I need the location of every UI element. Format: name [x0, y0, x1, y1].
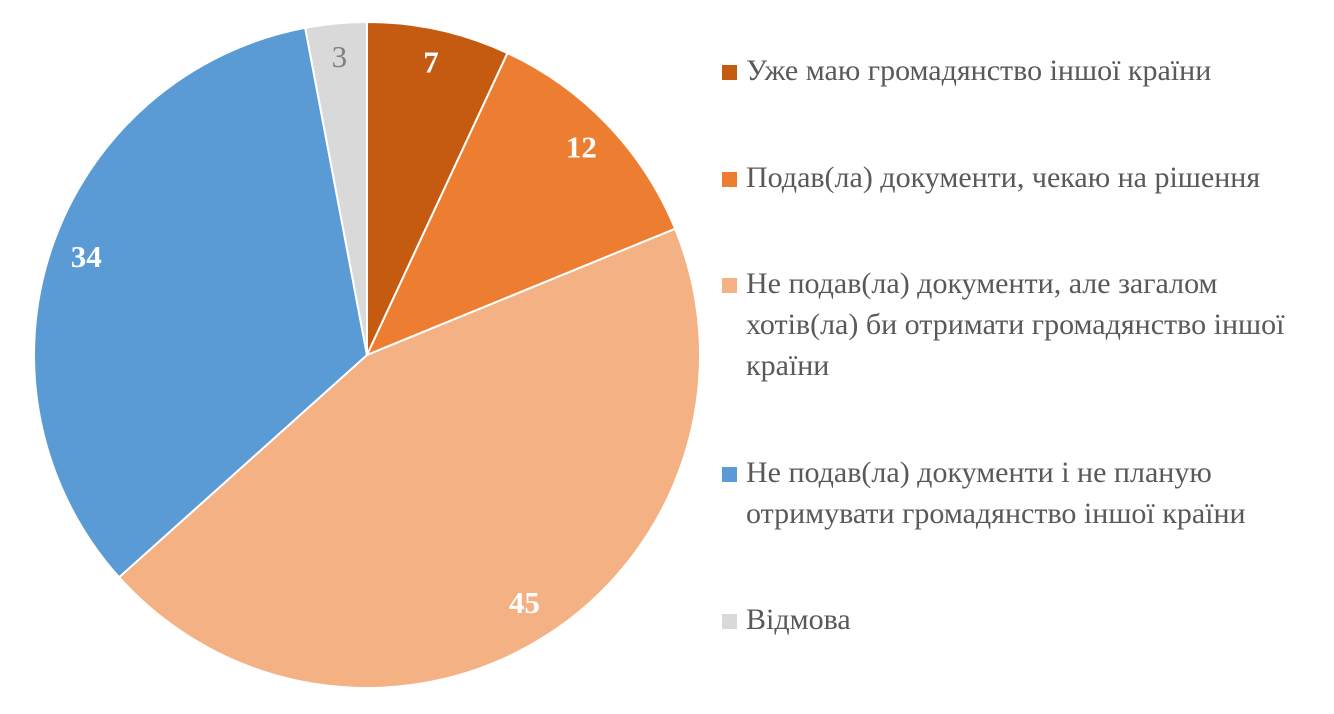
legend-swatch: [722, 466, 737, 482]
legend-swatch: [722, 614, 737, 629]
legend: Уже маю громадянство іншої країни Подав(л…: [722, 50, 1302, 640]
pie-slice: [117, 227, 701, 689]
legend-item: Відмова: [722, 599, 1302, 640]
legend-swatch: [722, 171, 737, 187]
data-label: 34: [71, 239, 102, 274]
legend-item: Уже маю громадянство іншої країни: [722, 50, 1302, 91]
pie-chart: 7 12 45 34 3: [33, 20, 701, 689]
legend-label: Не подав(ла) документи, але загалом хоті…: [746, 267, 1285, 382]
legend-item: Не подав(ла) документи і не планую отрим…: [722, 452, 1302, 534]
legend-item: Подав(ла) документи, чекаю на рішення: [722, 157, 1302, 198]
legend-label: Не подав(ла) документи і не планую отрим…: [746, 455, 1246, 530]
legend-label: Відмова: [746, 603, 851, 636]
data-label: 12: [566, 129, 597, 164]
pie-slice: [366, 20, 509, 356]
data-label: 45: [509, 585, 540, 620]
legend-swatch: [722, 65, 737, 80]
pie-slice: [365, 51, 677, 357]
pie-slice: [304, 20, 368, 356]
data-label: 7: [423, 45, 439, 80]
legend-label: Уже маю громадянство іншої країни: [746, 54, 1212, 87]
legend-item: Не подав(ла) документи, але загалом хоті…: [722, 263, 1302, 386]
legend-label: Подав(ла) документи, чекаю на рішення: [746, 160, 1261, 194]
legend-swatch: [722, 278, 737, 293]
data-label: 3: [332, 39, 348, 74]
pie-slice: [33, 26, 369, 579]
